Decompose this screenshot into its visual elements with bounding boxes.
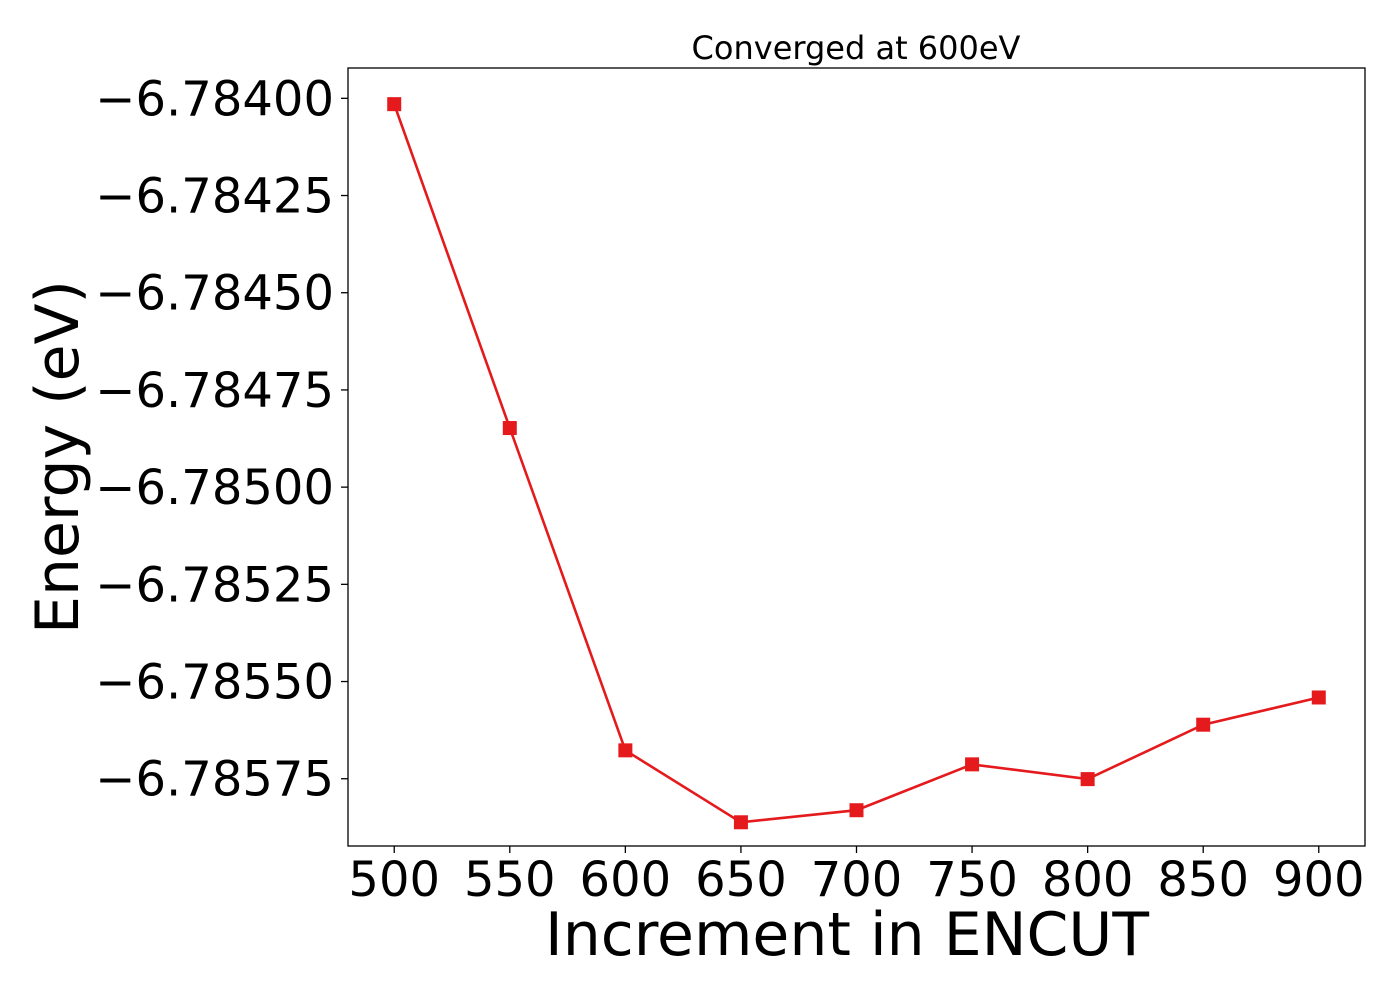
- y-tick-label: −6.78575: [95, 752, 334, 808]
- data-point-marker: [1196, 717, 1211, 732]
- data-point-marker: [1311, 690, 1326, 705]
- data-point-marker: [965, 757, 980, 772]
- y-axis-label: Energy (eV): [23, 280, 93, 634]
- x-tick-label: 550: [464, 852, 556, 908]
- x-tick-label: 900: [1273, 852, 1365, 908]
- data-point-marker: [618, 743, 633, 758]
- y-tick-label: −6.78475: [95, 363, 334, 419]
- data-point-marker: [502, 421, 517, 436]
- y-axis-ticks: −6.78400 −6.78425 −6.78450 −6.78475 −6.78500…: [95, 71, 348, 808]
- data-point-marker: [849, 803, 864, 818]
- y-tick-label: −6.78425: [95, 169, 334, 225]
- series-group: [387, 97, 1326, 830]
- x-tick-label: 600: [580, 852, 672, 908]
- y-tick-label: −6.78500: [95, 460, 334, 516]
- y-tick-label: −6.78450: [95, 266, 334, 322]
- x-axis-ticks: 500 550 600 650 700 750 800 850 900: [348, 846, 1365, 908]
- data-point-marker: [733, 815, 748, 830]
- x-tick-label: 850: [1157, 852, 1249, 908]
- x-axis-label: Increment in ENCUT: [545, 900, 1149, 970]
- y-tick-label: −6.78400: [95, 71, 334, 127]
- y-tick-label: −6.78525: [95, 557, 334, 613]
- x-tick-label: 650: [695, 852, 787, 908]
- plot-frame: [347, 67, 1366, 847]
- data-point-marker: [387, 97, 402, 112]
- y-tick-label: −6.78550: [95, 655, 334, 711]
- data-point-marker: [1080, 772, 1095, 787]
- x-tick-label: 500: [348, 852, 440, 908]
- chart-title: Converged at 600eV: [692, 29, 1021, 67]
- x-tick-label: 700: [811, 852, 903, 908]
- series-line: [392, 103, 1320, 824]
- x-tick-label: 800: [1042, 852, 1134, 908]
- x-tick-label: 750: [926, 852, 1018, 908]
